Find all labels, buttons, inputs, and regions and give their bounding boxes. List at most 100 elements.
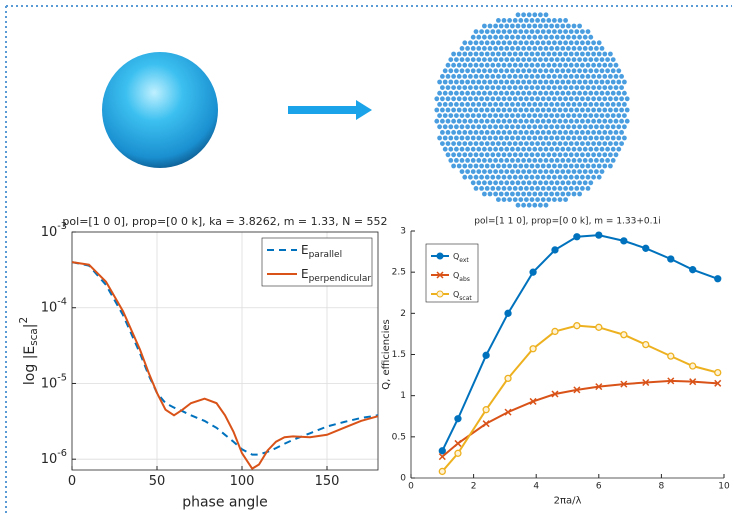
dot — [574, 51, 580, 57]
dot — [557, 197, 563, 203]
dot — [608, 85, 613, 90]
tick-exponent: -4 — [57, 297, 67, 308]
dot — [538, 34, 543, 40]
dot — [543, 202, 549, 208]
dot — [459, 169, 465, 175]
dot — [546, 62, 552, 68]
dot — [515, 79, 521, 85]
dot — [515, 68, 521, 74]
dot — [574, 141, 580, 147]
dot — [454, 79, 459, 85]
dot — [566, 23, 571, 29]
dot — [498, 146, 504, 152]
dot — [622, 79, 627, 85]
dot — [512, 118, 518, 124]
dot — [473, 141, 479, 147]
legend-name: E — [301, 267, 309, 281]
dot — [504, 34, 510, 40]
dot — [482, 102, 487, 107]
dot — [616, 90, 622, 96]
dot — [580, 96, 585, 102]
dot — [479, 163, 484, 169]
dot — [568, 74, 574, 79]
dot — [599, 57, 605, 62]
dot — [510, 34, 515, 40]
dot — [580, 141, 585, 147]
dot — [451, 152, 456, 158]
dot — [462, 152, 468, 158]
dot — [557, 163, 563, 169]
dot — [465, 169, 470, 175]
dot — [490, 85, 496, 90]
dot — [454, 90, 459, 96]
dot — [543, 23, 549, 29]
dot — [568, 174, 574, 180]
dot — [532, 135, 538, 141]
dot — [462, 51, 468, 57]
dot — [560, 191, 566, 197]
dot — [470, 90, 476, 96]
y-tick-label: 1 — [400, 391, 406, 401]
tick-exponent: -3 — [57, 221, 67, 232]
dot — [515, 113, 521, 118]
marker — [504, 309, 512, 317]
dot — [610, 124, 616, 130]
dot — [596, 107, 602, 113]
dot — [462, 118, 468, 124]
dot — [470, 146, 476, 152]
dot — [507, 62, 512, 68]
dot — [524, 29, 529, 34]
dot — [510, 158, 515, 163]
dot — [476, 113, 482, 118]
dot — [543, 146, 549, 152]
dot — [540, 40, 546, 46]
dot — [482, 191, 487, 197]
dot — [535, 118, 540, 124]
dot — [465, 158, 470, 163]
dot — [473, 29, 479, 34]
dot — [518, 186, 524, 191]
dot — [535, 163, 540, 169]
dot — [566, 102, 571, 107]
dot — [459, 102, 465, 107]
dot — [608, 96, 613, 102]
dot — [448, 124, 454, 130]
dot — [566, 135, 571, 141]
dot — [577, 34, 582, 40]
chart-title: pol=[1 0 0], prop=[0 0 k], ka = 3.8262, … — [62, 215, 387, 228]
dot — [552, 152, 557, 158]
dot — [535, 85, 540, 90]
dot — [591, 174, 596, 180]
dot — [560, 34, 566, 40]
dot — [568, 152, 574, 158]
dot — [529, 62, 535, 68]
dot — [610, 79, 616, 85]
legend-marker — [436, 290, 444, 298]
dot — [574, 163, 580, 169]
chart-title: pol=[1 1 0], prop=[0 0 k], m = 1.33+0.1i — [474, 217, 660, 227]
dot — [521, 169, 526, 175]
y-tick-label: 0.5 — [392, 432, 406, 442]
dot — [451, 74, 456, 79]
dot — [588, 79, 594, 85]
x-tick-label: 10 — [718, 482, 730, 492]
dot — [524, 141, 529, 147]
dot — [504, 180, 510, 186]
dot — [532, 124, 538, 130]
dot — [557, 152, 563, 158]
dot — [482, 113, 487, 118]
dot — [552, 163, 557, 169]
x-tick-label: 100 — [230, 474, 255, 489]
dot — [588, 102, 594, 107]
dot — [518, 85, 524, 90]
dot — [504, 158, 510, 163]
dot — [560, 68, 566, 74]
dot — [465, 57, 470, 62]
dot — [549, 180, 554, 186]
dot — [487, 124, 493, 130]
dot — [512, 152, 518, 158]
dot — [552, 85, 557, 90]
dot — [532, 23, 538, 29]
dot — [622, 113, 627, 118]
dot — [560, 79, 566, 85]
